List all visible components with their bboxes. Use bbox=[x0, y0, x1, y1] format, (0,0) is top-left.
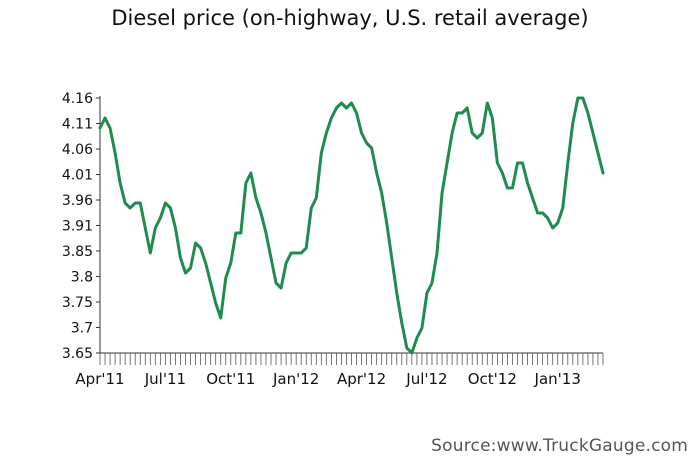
x-tick-label: Jan'12 bbox=[272, 370, 319, 388]
y-tick-label: 3.75 bbox=[62, 295, 93, 311]
y-tick-label: 3.91 bbox=[62, 219, 93, 235]
y-tick-label: 3.96 bbox=[62, 193, 93, 209]
y-tick-label: 3.8 bbox=[71, 270, 93, 286]
series-layer bbox=[98, 96, 605, 355]
y-tick-label: 4.16 bbox=[62, 91, 93, 107]
y-tick-label: 4.01 bbox=[62, 168, 93, 184]
y-tick-label: 3.65 bbox=[62, 346, 93, 362]
x-tick-label: Oct'12 bbox=[468, 370, 517, 388]
y-tick-label: 4.06 bbox=[62, 142, 93, 158]
y-tick-label: 3.85 bbox=[62, 244, 93, 260]
y-tick-label: 4.11 bbox=[62, 117, 93, 133]
y-tick-label: 3.7 bbox=[71, 321, 93, 337]
chart-title: Diesel price (on-highway, U.S. retail av… bbox=[111, 6, 589, 30]
x-tick-label: Jan'13 bbox=[534, 370, 581, 388]
price-line bbox=[98, 96, 605, 355]
y-axis-ticks: 3.65 3.7 3.75 3.8 3.85 3.91 3.96 4.01 4.06 4.11 4.… bbox=[62, 91, 100, 362]
x-tick-label: Jul'11 bbox=[144, 370, 186, 388]
x-tick-label: Apr'12 bbox=[337, 370, 386, 388]
x-tick-label: Oct'11 bbox=[206, 370, 255, 388]
x-axis-ticks: Apr'11 Jul'11 Oct'11 Jan'12 Apr'12 Jul'12 Oct'… bbox=[75, 353, 604, 388]
x-tick-label: Jul'12 bbox=[405, 370, 447, 388]
x-tick-label: Apr'11 bbox=[75, 370, 124, 388]
source-credit: Source:www.TruckGauge.com bbox=[431, 436, 688, 456]
